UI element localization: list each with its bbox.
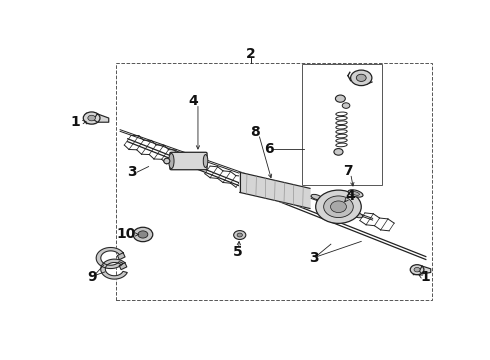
Circle shape <box>410 265 424 275</box>
Polygon shape <box>96 248 123 269</box>
Circle shape <box>356 74 366 81</box>
Bar <box>302 64 382 185</box>
Circle shape <box>342 103 350 108</box>
Circle shape <box>414 267 420 272</box>
Text: 2: 2 <box>246 47 256 61</box>
Circle shape <box>330 201 346 212</box>
Text: 4: 4 <box>345 189 355 203</box>
Circle shape <box>138 231 148 238</box>
Text: 6: 6 <box>265 142 274 156</box>
Ellipse shape <box>352 212 363 218</box>
Circle shape <box>316 190 361 223</box>
Text: 4: 4 <box>189 94 198 108</box>
Text: 7: 7 <box>343 164 353 178</box>
Ellipse shape <box>348 190 363 197</box>
Circle shape <box>334 149 343 155</box>
Polygon shape <box>94 114 109 122</box>
Circle shape <box>133 227 153 242</box>
Polygon shape <box>118 253 125 260</box>
Ellipse shape <box>164 158 170 164</box>
Text: 5: 5 <box>233 246 243 260</box>
Text: 8: 8 <box>250 125 260 139</box>
Bar <box>116 63 432 300</box>
Ellipse shape <box>169 153 174 168</box>
Polygon shape <box>240 172 310 208</box>
Text: 3: 3 <box>309 251 318 265</box>
Ellipse shape <box>203 154 208 167</box>
Ellipse shape <box>311 194 322 200</box>
Text: 9: 9 <box>88 270 97 284</box>
Polygon shape <box>419 266 431 274</box>
Circle shape <box>351 70 372 86</box>
Text: 10: 10 <box>116 228 136 242</box>
Circle shape <box>83 112 100 124</box>
Polygon shape <box>119 263 127 270</box>
Circle shape <box>237 233 243 237</box>
Text: 1: 1 <box>421 270 431 284</box>
Ellipse shape <box>352 192 360 195</box>
Circle shape <box>234 231 246 239</box>
Circle shape <box>336 95 345 102</box>
Text: 3: 3 <box>127 165 136 179</box>
Text: 1: 1 <box>71 115 80 129</box>
Circle shape <box>324 196 353 217</box>
FancyBboxPatch shape <box>170 152 207 170</box>
Circle shape <box>88 115 96 121</box>
Polygon shape <box>101 259 127 279</box>
